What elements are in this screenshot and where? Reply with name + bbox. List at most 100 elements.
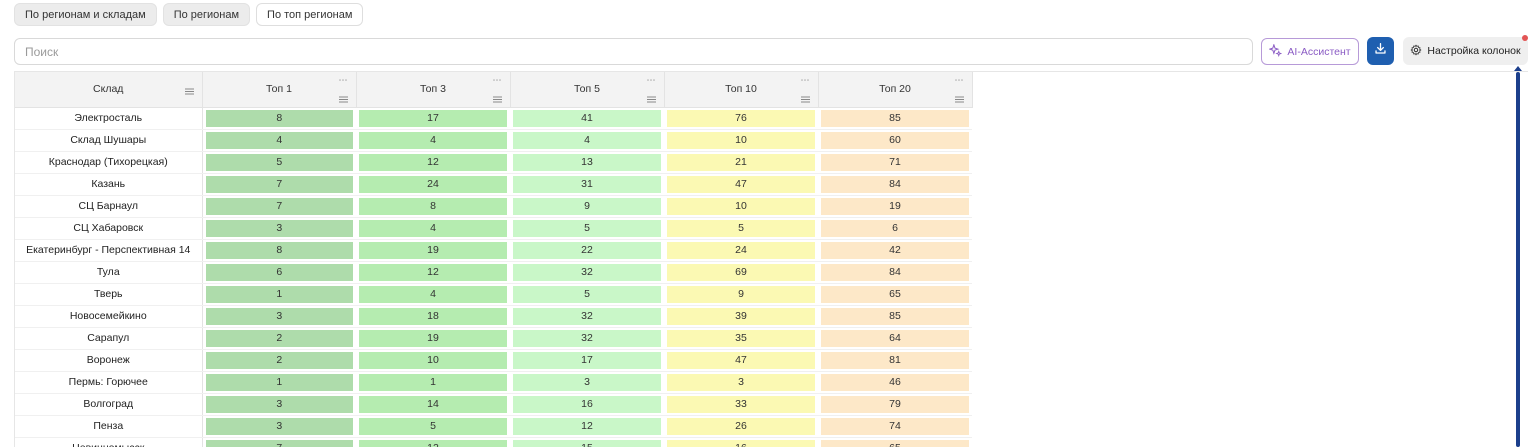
warehouse-name-cell: Пермь: Горючее [15,371,203,394]
column-header-1[interactable]: Топ 1 ⋯ [202,72,357,108]
value-cell: 3 [664,371,818,394]
value-cell: 5 [510,217,664,240]
column-header-4[interactable]: Топ 10 ⋯ [664,72,819,108]
table-row[interactable]: Воронеж 2 10 17 47 81 [15,349,972,372]
table-row[interactable]: Волгоград 3 14 16 33 79 [15,393,972,416]
table-row[interactable]: СЦ Хабаровск 3 4 5 5 6 [15,217,972,240]
vertical-scrollbar[interactable] [1516,72,1520,447]
value-cell: 60 [818,129,972,152]
column-header-5[interactable]: Топ 20 ⋯ [818,72,973,108]
column-settings-button[interactable]: Настройка колонок [1403,37,1528,65]
value-cell-label: 8 [205,241,353,259]
value-cell: 4 [356,283,510,306]
value-cell: 85 [818,305,972,328]
value-cell: 47 [664,173,818,196]
column-header-label: Топ 20 [879,83,911,96]
column-header-2[interactable]: Топ 3 ⋯ [356,72,511,108]
value-cell-label: 41 [513,109,661,127]
value-cell: 5 [510,283,664,306]
table-row[interactable]: Пермь: Горючее 1 1 3 3 46 [15,371,972,394]
value-cell: 14 [356,393,510,416]
column-header-label: Топ 5 [574,83,600,96]
value-cell-label: 9 [513,197,661,215]
value-cell: 5 [664,217,818,240]
warehouse-name-cell: Воронеж [15,349,203,372]
value-cell-label: 17 [359,109,507,127]
table-row[interactable]: Электросталь 8 17 41 76 85 [15,107,972,130]
table-row[interactable]: Пенза 3 5 12 26 74 [15,415,972,438]
column-menu-icon[interactable] [954,94,964,103]
value-cell-label: 19 [359,329,507,347]
more-options-icon[interactable]: ⋯ [800,75,810,85]
warehouse-name-cell: Волгоград [15,393,203,416]
more-options-icon[interactable]: ⋯ [954,75,964,85]
value-cell: 69 [664,261,818,284]
value-cell: 31 [510,173,664,196]
more-options-icon[interactable]: ⋯ [492,75,502,85]
warehouse-name-cell: Тула [15,261,203,284]
table-row[interactable]: Тверь 1 4 5 9 65 [15,283,972,306]
table-row[interactable]: Краснодар (Тихорецкая) 5 12 13 21 71 [15,151,972,174]
value-cell: 84 [818,261,972,284]
value-cell: 32 [510,327,664,350]
tab-by-regions[interactable]: По регионам [162,3,251,26]
table-row[interactable]: Склад Шушары 4 4 4 10 60 [15,129,972,152]
column-header-3[interactable]: Топ 5 ⋯ [510,72,665,108]
value-cell: 42 [818,239,972,262]
value-cell: 5 [356,415,510,438]
value-cell-label: 8 [359,197,507,215]
warehouse-name-cell: Новосемейкино [15,305,203,328]
table-row[interactable]: Невинномысск7 12 15 16 65 [15,437,972,447]
value-cell: 2 [202,327,356,350]
column-header-0[interactable]: Склад [15,72,203,108]
value-cell-label: 35 [667,329,815,347]
value-cell: 4 [202,129,356,152]
column-menu-icon[interactable] [646,94,656,103]
column-settings-label: Настройка колонок [1427,45,1521,57]
table-row[interactable]: СЦ Барнаул 7 8 9 10 19 [15,195,972,218]
tab-by-top-regions[interactable]: По топ регионам [256,3,364,26]
value-cell-label: 79 [821,395,969,413]
ai-assistant-button[interactable]: AI-Ассистент [1261,38,1359,65]
tab-by-regions-and-warehouses[interactable]: По регионам и складам [14,3,157,26]
value-cell-label: 33 [667,395,815,413]
warehouse-name-cell: Краснодар (Тихорецкая) [15,151,203,174]
column-menu-icon[interactable] [184,86,194,95]
table-row[interactable]: Тула 6 12 32 69 84 [15,261,972,284]
column-menu-icon[interactable] [338,94,348,103]
value-cell: 17 [510,349,664,372]
stock-table: Склад Топ 1 ⋯ Топ 3 ⋯ Топ 5 ⋯ Топ 10 ⋯ Топ 20 ⋯ Эл… [15,72,973,447]
value-cell-label: 81 [821,351,969,369]
value-cell-label: 4 [205,131,353,149]
value-cell-label: 13 [513,153,661,171]
value-cell: 17 [356,107,510,130]
value-cell: 46 [818,371,972,394]
download-button[interactable] [1367,37,1394,65]
value-cell: 2 [202,349,356,372]
column-header-label: Топ 3 [420,83,446,96]
value-cell: 19 [818,195,972,218]
more-options-icon[interactable]: ⋯ [646,75,656,85]
value-cell: 33 [664,393,818,416]
value-cell-label: 32 [513,307,661,325]
table-row[interactable]: Сарапул 2 19 32 35 64 [15,327,972,350]
table-row[interactable]: Казань 7 24 31 47 84 [15,173,972,196]
table-body: Электросталь 8 17 41 76 85 Склад Шушары 4 4 4 10 60… [15,107,972,447]
value-cell: 10 [664,129,818,152]
table-row[interactable]: Новосемейкино 3 18 32 39 85 [15,305,972,328]
value-cell-label: 7 [205,197,353,215]
column-menu-icon[interactable] [492,94,502,103]
value-cell-label: 10 [667,131,815,149]
value-cell-label: 85 [821,109,969,127]
more-options-icon[interactable]: ⋯ [338,75,348,85]
value-cell-label: 3 [513,373,661,391]
scroll-up-icon[interactable] [1514,66,1522,71]
search-input[interactable] [14,38,1253,65]
table-row[interactable]: Екатеринбург - Перспективная 14 8 19 22 24 42 [15,239,972,262]
value-cell: 26 [664,415,818,438]
value-cell-label: 14 [359,395,507,413]
warehouse-name-cell: Склад Шушары [15,129,203,152]
value-cell-label: 8 [205,109,353,127]
value-cell: 1 [202,371,356,394]
column-menu-icon[interactable] [800,94,810,103]
